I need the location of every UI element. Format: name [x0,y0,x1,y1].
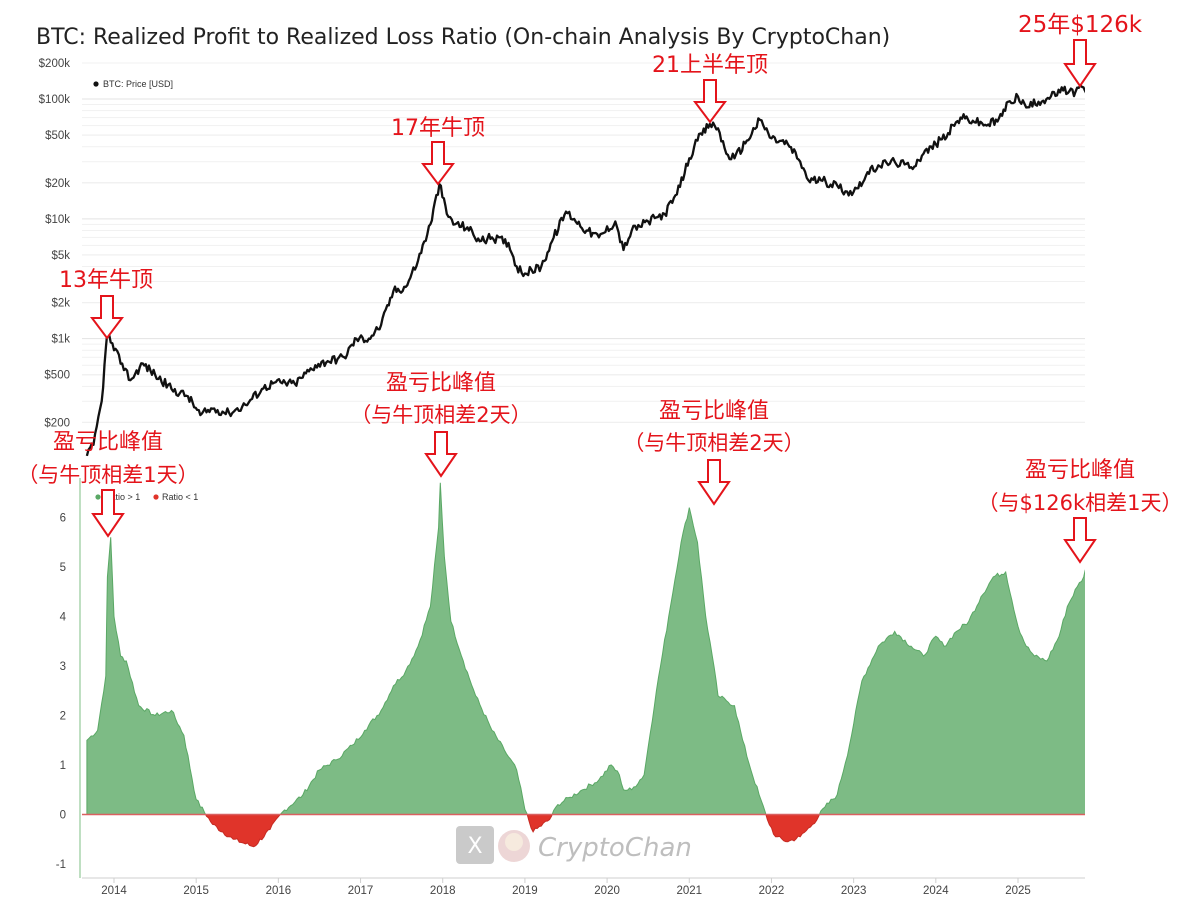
annotation-ratio-peak-2025-title: 盈亏比峰值 [1025,458,1135,483]
arrow-down-icon [421,141,455,186]
ratio-y-tick-label: 5 [60,562,66,574]
watermark-text: CryptoChan [538,833,692,863]
ratio-legend-green-dot [95,494,101,500]
ratio-y-axis: -1 0 1 2 3 4 5 6 [56,513,67,872]
annotation-2021-top: 21上半年顶 [652,53,768,78]
x-tick-label: 2022 [759,885,785,897]
annotation-2017-top: 17年牛顶 [391,116,485,141]
x-tick-label: 2017 [348,885,374,897]
chart-title: BTC: Realized Profit to Realized Loss Ra… [36,25,890,50]
price-y-tick-label: $50k [45,130,70,142]
arrow-down-icon [91,489,125,538]
annotation-ratio-peak-2025-note: （与$126k相差1天） [978,491,1183,515]
ratio-legend-red-label: Ratio < 1 [162,492,198,502]
watermark: X CryptoChan [456,826,692,864]
x-tick-label: 2015 [183,885,209,897]
ratio-y-tick-label: 2 [60,711,66,723]
x-tick-label: 2014 [101,885,127,897]
x-logo-badge [456,826,494,864]
price-panel-grid [82,62,1085,423]
arrow-down-icon [1063,517,1097,564]
ratio-y-tick-label: 1 [60,760,66,772]
price-legend-dot [93,81,99,87]
ratio-y-tick-label: 0 [60,810,66,822]
x-tick-label: 2023 [841,885,867,897]
annotation-ratio-peak-2017-title: 盈亏比峰值 [386,371,496,396]
annotation-2025-top: 25年$126k [1018,12,1143,38]
arrow-down-icon [424,431,458,478]
ratio-legend-green-label: Ratio > 1 [104,492,140,502]
ratio-y-tick-label: 4 [60,612,67,624]
annotations: 13年牛顶 17年牛顶 21上半年顶 25年$126k 盈亏比峰值 （与牛顶相差… [17,12,1183,564]
x-tick-label: 2019 [512,885,538,897]
ratio-legend: Ratio > 1 Ratio < 1 [95,492,198,502]
price-y-tick-label: $500 [44,370,70,382]
price-y-tick-label: $20k [45,178,70,190]
ratio-y-tick-label: -1 [56,859,66,871]
x-tick-label: 2025 [1005,885,1031,897]
price-y-tick-label: $10k [45,214,70,226]
x-tick-label: 2024 [923,885,949,897]
ratio-area-above-1 [86,482,1085,815]
arrow-down-icon [1063,39,1097,88]
arrow-down-icon [693,79,727,124]
price-y-axis: $200k $100k $50k $20k $10k $5k $2k $1k $500 $200 [39,58,71,429]
price-y-tick-label: $200k [39,58,71,70]
x-tick-label: 2016 [266,885,292,897]
annotation-ratio-peak-2017-note: （与牛顶相差2天） [350,403,531,427]
x-tick-label: 2020 [594,885,620,897]
ratio-y-tick-label: 3 [60,661,66,673]
price-y-tick-label: $100k [39,94,71,106]
ratio-y-tick-label: 6 [60,513,66,525]
annotation-ratio-peak-2013-title: 盈亏比峰值 [53,430,163,455]
price-y-tick-label: $5k [51,250,70,262]
annotation-ratio-peak-2021-note: （与牛顶相差2天） [623,431,804,455]
price-y-tick-label: $1k [51,334,70,346]
annotation-2013-top: 13年牛顶 [59,268,153,293]
x-tick-label: 2021 [676,885,702,897]
price-y-tick-label: $2k [51,298,70,310]
price-line [85,84,1085,457]
annotation-ratio-peak-2013-note: （与牛顶相差1天） [17,463,198,487]
x-logo-icon: X [467,834,482,859]
annotation-ratio-peak-2021-title: 盈亏比峰值 [659,399,769,424]
arrow-down-icon [697,459,731,506]
x-axis: 2014 2015 2016 2017 2018 2019 2020 2021 2022 2023… [101,878,1031,897]
price-legend-label: BTC: Price [USD] [103,79,173,89]
ratio-legend-red-dot [153,494,159,500]
ratio-area-below-1 [86,814,1085,848]
price-y-tick-label: $200 [44,417,70,429]
arrow-down-icon [90,295,124,340]
x-tick-label: 2018 [430,885,456,897]
price-legend: BTC: Price [USD] [93,79,173,89]
mascot-face-icon [505,833,523,851]
